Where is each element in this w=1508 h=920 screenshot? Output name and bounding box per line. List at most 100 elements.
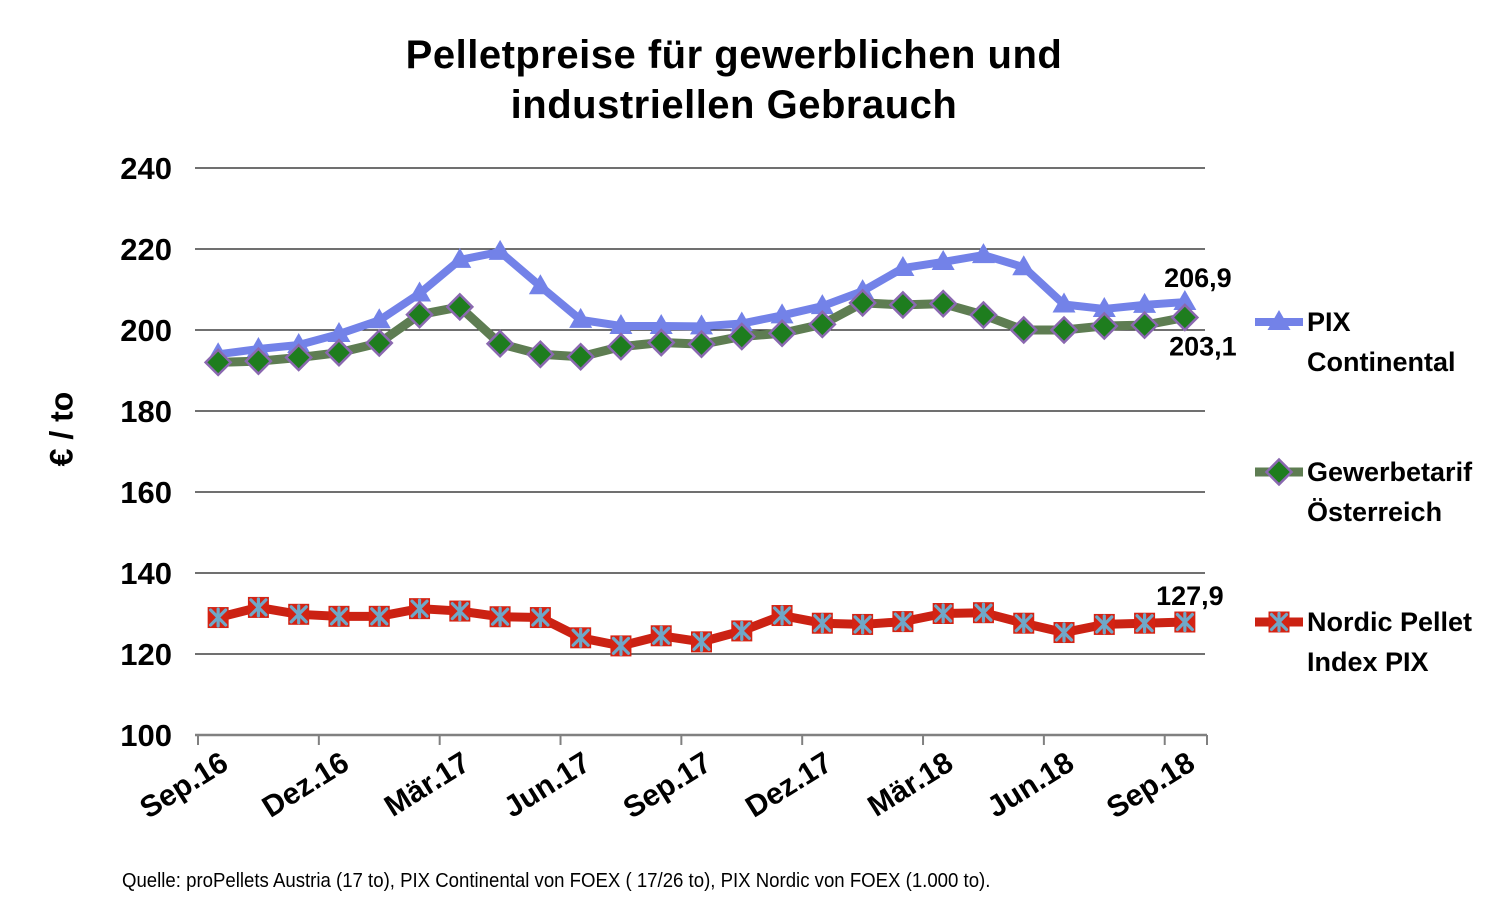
marker-nordic-pellet-index-pix: [1174, 611, 1196, 633]
x-tick-label-dez-16: Dez.16: [257, 746, 355, 824]
marker-gewerbetarif-oesterreich: [203, 348, 233, 377]
marker-pix-continental: [408, 281, 432, 302]
end-label-nordic-pellet-index-pix: 127,9: [1156, 581, 1224, 611]
y-tick-label-140: 140: [120, 556, 172, 591]
marker-gewerbetarif-oesterreich: [1130, 310, 1159, 340]
marker-pix-continental: [931, 249, 955, 270]
marker-pix-continental: [690, 314, 713, 335]
marker-gewerbetarif-oesterreich: [485, 329, 515, 359]
legend-text: Gewerbetarif: [1307, 457, 1473, 487]
marker-pix-continental: [448, 247, 472, 268]
marker-pix-continental: [891, 256, 915, 277]
legend-text: Index PIX: [1307, 647, 1429, 677]
end-label-pix-continental: 206,9: [1164, 263, 1232, 293]
marker-gewerbetarif-oesterreich: [848, 288, 877, 318]
marker-pix-continental: [367, 308, 391, 329]
x-tick-label-jun-18: Jun.18: [982, 746, 1080, 824]
legend-label-nordic-pellet-index-pix: Nordic Pellet Index PIX: [1307, 602, 1472, 682]
y-tick-label-240: 240: [120, 151, 172, 186]
marker-pix-continental: [649, 313, 673, 334]
legend-marker-glyph-gewerbetarif-oesterreich: [1264, 457, 1294, 487]
marker-nordic-pellet-index-pix: [1134, 612, 1156, 634]
legend-item-nordic-pellet-index-pix: Nordic Pellet Index PIX: [1253, 602, 1508, 682]
marker-gewerbetarif-oesterreich: [808, 310, 837, 339]
legend-text: PIX: [1307, 307, 1351, 337]
x-tick-label-dez-17: Dez.17: [740, 746, 838, 824]
marker-nordic-pellet-index-pix: [731, 620, 753, 642]
marker-gewerbetarif-oesterreich: [364, 328, 394, 358]
marker-gewerbetarif-oesterreich: [969, 300, 998, 330]
marker-gewerbetarif-oesterreich: [767, 318, 797, 348]
marker-nordic-pellet-index-pix: [852, 613, 874, 635]
marker-nordic-pellet-index-pix: [247, 596, 269, 618]
series-markers-nordic-pellet-index-pix: [207, 596, 1196, 657]
marker-gewerbetarif-oesterreich: [1049, 315, 1079, 345]
marker-pix-continental: [1092, 296, 1116, 317]
y-tick-label-220: 220: [120, 232, 172, 267]
y-tick-label-160: 160: [120, 475, 172, 510]
marker-pix-continental: [609, 313, 633, 334]
marker-nordic-pellet-index-pix: [207, 607, 229, 629]
marker-nordic-pellet-index-pix: [368, 605, 390, 627]
legend-text: Continental: [1307, 347, 1456, 377]
marker-nordic-pellet-index-pix: [328, 605, 350, 627]
marker-nordic-pellet-index-pix: [288, 603, 310, 625]
y-tick-label-120: 120: [120, 637, 172, 672]
marker-pix-continental: [730, 311, 754, 332]
y-tick-label-200: 200: [120, 313, 172, 348]
marker-gewerbetarif-oesterreich: [526, 340, 555, 369]
marker-pix-continental: [971, 243, 995, 264]
marker-nordic-pellet-index-pix: [771, 605, 793, 627]
marker-gewerbetarif-oesterreich: [566, 342, 595, 371]
marker-nordic-pellet-index-pix: [650, 625, 672, 647]
legend-marker-gewerbetarif-oesterreich: [1255, 457, 1303, 487]
x-tick-label-sep-18: Sep.18: [1101, 746, 1201, 825]
legend-text: Österreich: [1307, 497, 1443, 527]
marker-nordic-pellet-index-pix: [529, 607, 551, 629]
legend-label-gewerbetarif-oesterreich: Gewerbetarif Österreich: [1307, 452, 1472, 532]
legend-label-pix-continental: PIX Continental: [1307, 302, 1456, 382]
marker-gewerbetarif-oesterreich: [324, 338, 354, 367]
end-label-gewerbetarif-oesterreich: 203,1: [1169, 331, 1237, 361]
marker-pix-continental: [528, 274, 552, 295]
marker-pix-continental: [327, 322, 351, 343]
marker-nordic-pellet-index-pix: [489, 606, 511, 628]
chart-title-line-2: industriellen Gebrauch: [510, 83, 958, 127]
marker-pix-continental: [488, 239, 512, 260]
marker-gewerbetarif-oesterreich: [1090, 311, 1119, 341]
legend-marker-pix-continental: [1255, 310, 1303, 330]
marker-gewerbetarif-oesterreich: [606, 332, 636, 361]
y-tick-label-100: 100: [120, 718, 172, 753]
marker-pix-continental: [287, 332, 311, 353]
marker-pix-continental: [1012, 255, 1036, 276]
marker-gewerbetarif-oesterreich: [727, 322, 757, 351]
marker-pix-continental: [1052, 292, 1076, 313]
marker-nordic-pellet-index-pix: [409, 598, 431, 620]
marker-nordic-pellet-index-pix: [1013, 612, 1035, 634]
marker-nordic-pellet-index-pix: [610, 635, 632, 657]
marker-gewerbetarif-oesterreich: [445, 292, 475, 322]
x-tick-label-maer-17: Mär.17: [379, 746, 476, 823]
marker-gewerbetarif-oesterreich: [405, 300, 434, 329]
x-tick-label-maer-18: Mär.18: [862, 746, 959, 823]
marker-nordic-pellet-index-pix: [570, 627, 592, 649]
marker-gewerbetarif-oesterreich: [646, 328, 676, 357]
marker-pix-continental: [810, 294, 834, 315]
marker-pix-continental: [1173, 290, 1197, 311]
y-tick-label-180: 180: [120, 394, 172, 429]
marker-pix-continental: [569, 307, 593, 328]
marker-gewerbetarif-oesterreich: [687, 329, 716, 359]
marker-nordic-pellet-index-pix: [932, 603, 954, 624]
legend-item-gewerbetarif-oesterreich: Gewerbetarif Österreich: [1253, 452, 1508, 532]
marker-nordic-pellet-index-pix: [892, 611, 914, 633]
marker-nordic-pellet-index-pix: [972, 602, 994, 624]
marker-nordic-pellet-index-pix: [691, 631, 712, 653]
chart-title-line-1: Pelletpreise für gewerblichen und: [405, 33, 1063, 77]
chart-title: Pelletpreise für gewerblichen und indust…: [284, 30, 1184, 130]
marker-gewerbetarif-oesterreich: [284, 343, 313, 372]
source-note: Quelle: proPellets Austria (17 to), PIX …: [122, 870, 991, 892]
marker-pix-continental: [1133, 292, 1157, 313]
marker-nordic-pellet-index-pix: [1093, 613, 1115, 635]
marker-gewerbetarif-oesterreich: [244, 346, 273, 376]
